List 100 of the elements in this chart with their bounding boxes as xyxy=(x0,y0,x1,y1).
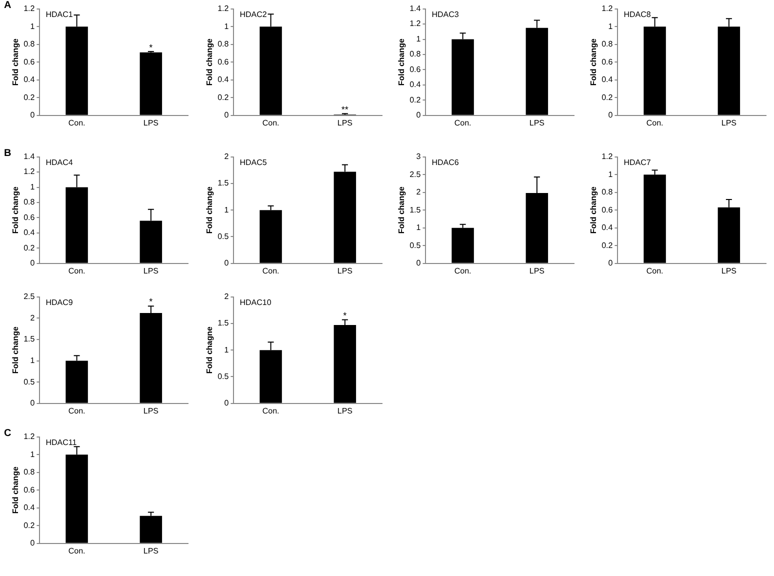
y-tick-label: 2 xyxy=(30,313,36,322)
annotation: * xyxy=(149,296,154,306)
y-tick-label: 0.6 xyxy=(24,57,36,66)
x-tick-label: LPS xyxy=(143,118,158,128)
y-axis-title: Fold change xyxy=(11,466,20,514)
chart-title: HDAC7 xyxy=(624,158,652,168)
y-tick-label: 1.5 xyxy=(218,318,230,328)
y-tick-label: 0 xyxy=(608,258,614,268)
y-tick-label: 1.2 xyxy=(218,4,230,14)
y-tick-label: 0.6 xyxy=(24,212,36,222)
y-tick-label: 0 xyxy=(30,258,36,268)
text: A xyxy=(4,0,12,11)
chart-title: HDAC10 xyxy=(240,298,272,308)
y-tick-label: 1 xyxy=(30,450,36,459)
y-tick-label: 1.2 xyxy=(24,4,36,14)
text: B xyxy=(4,148,12,159)
y-axis-title: Fold change xyxy=(11,38,20,86)
y-tick-label: 0.8 xyxy=(24,468,36,477)
y-tick-label: 1 xyxy=(416,34,422,44)
x-tick-label: LPS xyxy=(721,266,736,276)
y-tick-label: 0.5 xyxy=(410,240,422,250)
y-tick-label: 0.8 xyxy=(602,188,614,197)
y-tick-label: 2.5 xyxy=(24,292,36,302)
x-tick-label: LPS xyxy=(337,118,352,128)
y-tick-label: 1.4 xyxy=(410,4,422,14)
x-tick-label: LPS xyxy=(721,118,736,128)
y-tick-label: 0 xyxy=(30,538,36,548)
y-tick-label: 1.5 xyxy=(24,334,36,344)
x-tick-label: Con. xyxy=(454,266,472,276)
chart-title: HDAC6 xyxy=(432,158,460,168)
annotation: * xyxy=(149,42,154,52)
y-tick-label: 0 xyxy=(224,258,230,268)
y-tick-label: 0 xyxy=(224,110,230,120)
x-tick-label: Con. xyxy=(68,406,86,416)
y-tick-label: 0.5 xyxy=(24,377,36,386)
y-tick-label: 0.4 xyxy=(24,75,36,84)
y-tick-label: 0.4 xyxy=(24,228,36,238)
chart-title: HDAC3 xyxy=(432,10,460,20)
y-tick-label: 2.5 xyxy=(410,170,422,179)
y-tick-label: 1 xyxy=(30,182,36,192)
chart-title: HDAC2 xyxy=(240,10,268,20)
chart-title: HDAC4 xyxy=(46,158,74,168)
x-tick-label: Con. xyxy=(68,546,86,556)
y-tick-label: 0.8 xyxy=(410,50,422,59)
x-tick-label: LPS xyxy=(337,406,352,416)
y-tick-label: 0.8 xyxy=(24,40,36,49)
x-tick-label: Con. xyxy=(454,118,472,128)
y-tick-label: 0 xyxy=(416,110,422,120)
chart-title: HDAC9 xyxy=(46,298,74,308)
y-tick-label: 0.8 xyxy=(24,198,36,207)
annotation: * xyxy=(343,310,348,320)
y-tick-label: 1.2 xyxy=(24,167,36,176)
x-tick-label: LPS xyxy=(337,266,352,276)
y-tick-label: 0.4 xyxy=(410,80,422,90)
y-tick-label: 1 xyxy=(608,170,614,179)
y-axis-title: Fold change xyxy=(205,186,214,234)
y-tick-label: 1.4 xyxy=(24,152,36,162)
y-tick-label: 0 xyxy=(30,398,36,408)
y-tick-label: 0.5 xyxy=(218,232,230,241)
x-tick-label: Con. xyxy=(646,266,664,276)
x-tick-label: Con. xyxy=(262,406,280,416)
y-tick-label: 0.2 xyxy=(24,243,36,252)
x-tick-label: LPS xyxy=(143,406,158,416)
y-tick-label: 0 xyxy=(30,110,36,120)
y-tick-label: 0.2 xyxy=(24,92,36,102)
y-tick-label: 1 xyxy=(224,205,230,214)
y-tick-label: 1.5 xyxy=(410,205,422,214)
y-tick-label: 1 xyxy=(224,345,230,354)
text: C xyxy=(4,428,12,439)
y-axis-title: Fold change xyxy=(397,38,406,86)
x-tick-label: Con. xyxy=(68,118,86,128)
y-tick-label: 1 xyxy=(224,22,230,31)
y-tick-label: 0.4 xyxy=(24,503,36,512)
y-axis-title: Fold change xyxy=(11,186,20,234)
y-tick-label: 0.6 xyxy=(410,64,422,74)
y-tick-label: 1 xyxy=(30,356,36,365)
y-axis-title: Fold change xyxy=(397,186,406,234)
chart-title: HDAC8 xyxy=(624,10,652,20)
y-tick-label: 3 xyxy=(416,152,422,162)
x-tick-label: Con. xyxy=(646,118,664,128)
x-tick-label: Con. xyxy=(262,266,280,276)
chart-title: HDAC11 xyxy=(46,438,78,448)
y-tick-label: 0.6 xyxy=(602,57,614,66)
x-tick-label: LPS xyxy=(529,118,544,128)
y-tick-label: 0.5 xyxy=(218,372,230,381)
y-axis-title: Fold change xyxy=(589,38,598,86)
y-tick-label: 0.4 xyxy=(602,75,614,84)
y-tick-label: 2 xyxy=(224,292,230,302)
y-axis-title: Fold change xyxy=(589,186,598,234)
y-tick-label: 0.8 xyxy=(602,40,614,49)
y-tick-label: 0.4 xyxy=(602,223,614,232)
x-tick-label: Con. xyxy=(68,266,86,276)
y-tick-label: 1.5 xyxy=(218,178,230,188)
y-tick-label: 0.2 xyxy=(24,520,36,530)
y-axis-title: Fold change xyxy=(205,38,214,86)
y-tick-label: 0 xyxy=(416,258,422,268)
y-tick-label: 0.6 xyxy=(218,57,230,66)
y-tick-label: 0 xyxy=(224,398,230,408)
y-tick-label: 1.2 xyxy=(602,4,614,14)
y-tick-label: 1.2 xyxy=(410,19,422,28)
